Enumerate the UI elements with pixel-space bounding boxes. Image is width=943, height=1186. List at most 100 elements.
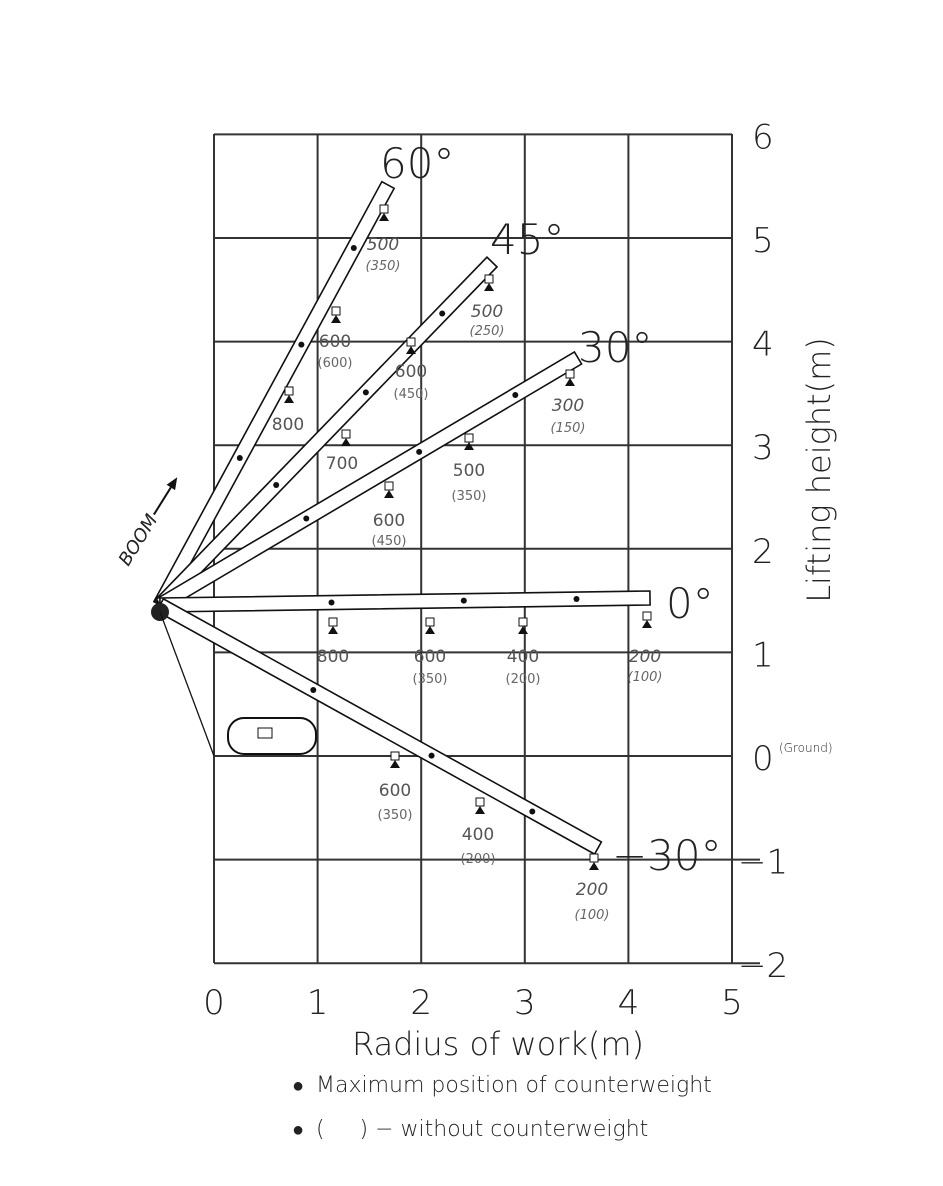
- y-axis-ticks: 6 5 4 3 2 1 0 −1 −2: [738, 117, 788, 986]
- hook-weight-icon: [406, 337, 416, 347]
- x-axis-ticks: 0 1 2 3 4 5: [203, 983, 743, 1023]
- load-value: 800: [317, 647, 349, 667]
- legend-marker-icon: ●: [292, 1117, 304, 1141]
- loads-0: 800 600 (350) 400 (200) 200 (100): [317, 647, 663, 687]
- boom-joint: [416, 448, 423, 455]
- hook-triangle-icon: [284, 395, 294, 403]
- load-value: 500: [453, 461, 485, 481]
- boom-joint: [350, 245, 357, 251]
- load-value: 700: [326, 454, 358, 474]
- boom-joint: [573, 596, 580, 603]
- y-tick-label: 3: [752, 428, 774, 468]
- x-tick-label: 3: [514, 983, 536, 1023]
- boom-label: BOOM: [115, 510, 163, 569]
- load-value: 800: [272, 415, 304, 435]
- grid: [213, 133, 760, 965]
- load-value: 500: [471, 302, 503, 322]
- hook-weight-icon: [331, 306, 341, 316]
- hook-weight-icon: [642, 611, 652, 621]
- hook-triangle-icon: [406, 346, 416, 354]
- boom-joint: [529, 808, 536, 815]
- y-tick-label: 2: [752, 532, 774, 572]
- boom-joint: [310, 687, 317, 694]
- x-tick-label: 0: [203, 983, 225, 1023]
- hook-weight-icon: [565, 369, 575, 379]
- hook-triangle-icon: [328, 626, 338, 634]
- load-without-cw: (450): [394, 387, 429, 402]
- boom-arm: [155, 350, 583, 613]
- hook-weight-icon: [341, 429, 351, 439]
- angle-label-minus30: −30°: [612, 831, 722, 880]
- x-tick-label: 4: [618, 983, 640, 1023]
- load-value: 200: [576, 880, 608, 900]
- boom-joint: [303, 515, 310, 522]
- crane-base-box: [257, 727, 273, 739]
- load-without-cw: (200): [506, 672, 541, 687]
- load-without-cw: (150): [551, 421, 586, 436]
- load-value: 600: [414, 647, 446, 667]
- hook-triangle-icon: [331, 315, 341, 323]
- hook-triangle-icon: [464, 442, 474, 450]
- angle-label-0: 0°: [666, 579, 714, 628]
- x-tick-label: 5: [721, 983, 743, 1023]
- hook-weight-icon: [518, 617, 528, 627]
- x-tick-label: 2: [410, 983, 432, 1023]
- load-value: 600: [373, 511, 405, 531]
- y-tick-label: 0: [752, 739, 774, 779]
- outrigger-line: [159, 611, 215, 757]
- boom-joint: [298, 341, 305, 348]
- hook-weight-icon: [284, 386, 294, 396]
- load-value: 600: [395, 362, 427, 382]
- loads-45: 500 (250) 600 (450) 700: [326, 302, 505, 474]
- load-without-cw: (200): [461, 852, 496, 867]
- boom-joint: [428, 752, 435, 759]
- hook-weight-icon: [475, 797, 485, 807]
- load-without-cw: (350): [366, 259, 401, 274]
- hook-triangle-icon: [390, 760, 400, 768]
- y-tick-label: 4: [752, 325, 774, 365]
- hook-triangle-icon: [384, 490, 394, 498]
- boom-joint: [512, 392, 519, 399]
- boom-joint: [439, 310, 446, 317]
- load-value: 600: [319, 332, 351, 352]
- boom-joint: [236, 455, 243, 461]
- loads-minus30: 600 (350) 400 (200) 200 (100): [378, 781, 610, 923]
- hook-weight-icon: [390, 751, 400, 761]
- boom-direction-label: BOOM: [115, 477, 178, 570]
- hooks: [284, 204, 652, 870]
- hook-triangle-icon: [425, 626, 435, 634]
- load-without-cw: (100): [628, 670, 663, 685]
- load-value: 200: [629, 647, 661, 667]
- hook-triangle-icon: [484, 283, 494, 291]
- load-without-cw: (350): [452, 489, 487, 504]
- hook-weight-icon: [464, 433, 474, 443]
- hook-weight-icon: [384, 481, 394, 491]
- y-tick-label: −1: [738, 843, 788, 883]
- legend-item: Maximum position of counterweight: [316, 1073, 712, 1098]
- angle-label-60: 60°: [380, 139, 454, 188]
- hook-weight-icon: [589, 853, 599, 863]
- hook-triangle-icon: [518, 626, 528, 634]
- legend-marker-icon: ●: [292, 1073, 304, 1097]
- boom-joint: [362, 389, 369, 396]
- boom-arm: [159, 590, 651, 613]
- hook-triangle-icon: [341, 438, 351, 446]
- load-value: 500: [367, 235, 399, 255]
- x-axis-title: Radius of work(m): [352, 1025, 644, 1063]
- booms: [152, 180, 651, 856]
- load-without-cw: (250): [470, 324, 505, 339]
- loads-60: 500 (350) 600 (600) 800: [272, 235, 401, 435]
- load-value: 600: [379, 781, 411, 801]
- hook-triangle-icon: [379, 213, 389, 221]
- angle-label-45: 45°: [490, 215, 564, 264]
- load-value: 400: [507, 647, 539, 667]
- hook-weight-icon: [484, 274, 494, 284]
- boom-arrowhead-icon: [166, 477, 178, 491]
- hook-weight-icon: [425, 617, 435, 627]
- boom-joint: [273, 481, 280, 488]
- loads-30: 300 (150) 500 (350) 600 (450): [372, 396, 586, 549]
- y-axis-title: Lifting height(m): [800, 337, 838, 603]
- hook-triangle-icon: [642, 620, 652, 628]
- load-without-cw: (100): [575, 908, 610, 923]
